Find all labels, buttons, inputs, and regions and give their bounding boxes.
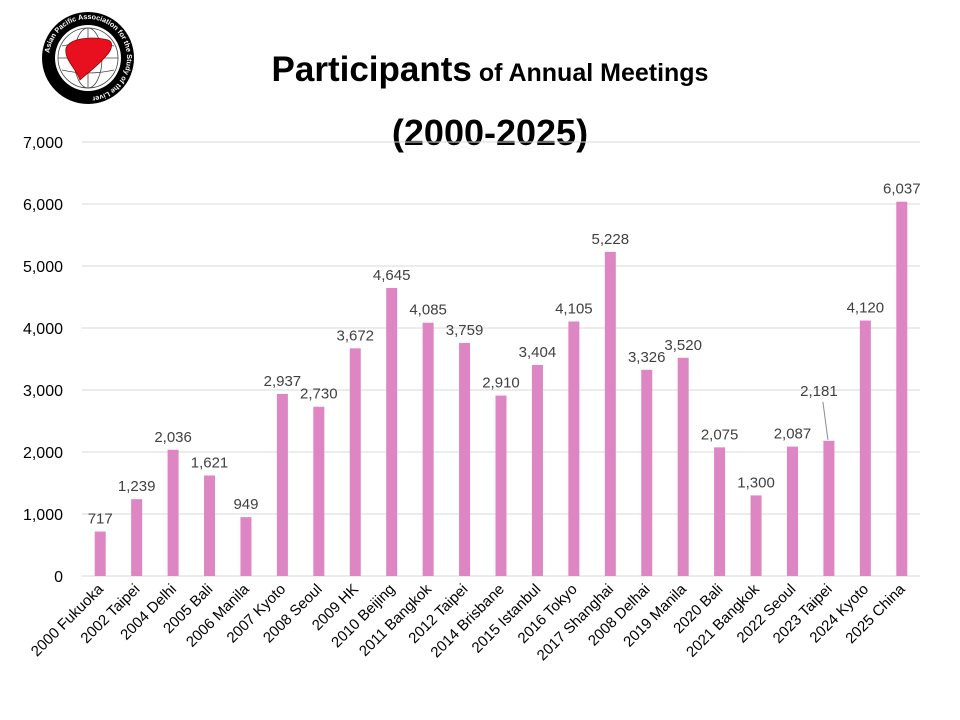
bar: [714, 447, 726, 576]
data-label-leader-line: [822, 401, 829, 440]
data-label: 4,120: [847, 300, 885, 317]
y-tick-label: 4,000: [23, 321, 63, 338]
bar: [823, 440, 835, 576]
y-tick-label: 3,000: [23, 383, 63, 400]
data-label: 2,181: [800, 383, 838, 400]
bar: [204, 475, 216, 576]
data-label: 4,105: [555, 300, 593, 317]
data-label: 1,239: [118, 478, 156, 495]
data-label: 2,937: [264, 373, 302, 390]
data-label: 949: [233, 496, 258, 513]
bar: [386, 288, 398, 576]
data-label: 1,300: [737, 474, 775, 491]
data-label: 4,085: [409, 302, 447, 319]
data-label: 2,036: [154, 429, 192, 446]
bar: [604, 251, 616, 576]
bar: [422, 322, 434, 576]
data-label: 2,910: [482, 375, 520, 392]
bar: [459, 342, 471, 576]
bar: [896, 201, 908, 576]
data-label: 4,645: [373, 267, 411, 284]
y-tick-label: 0: [54, 569, 63, 586]
bar: [94, 531, 106, 576]
y-tick-label: 7,000: [23, 135, 63, 152]
data-label: 3,672: [336, 327, 374, 344]
bar: [531, 364, 543, 576]
bar: [349, 348, 361, 576]
data-label: 3,404: [519, 344, 557, 361]
data-label: 6,037: [883, 181, 921, 198]
bar: [167, 449, 179, 576]
data-label: 3,326: [628, 349, 666, 366]
chart-title: Participants of Annual Meetings: [180, 52, 800, 87]
bar: [131, 499, 143, 576]
data-label: 2,087: [774, 426, 812, 443]
bar: [276, 393, 288, 576]
bar: [786, 446, 798, 576]
bar: [641, 369, 653, 576]
chart-title-rest: of Annual Meetings: [471, 59, 709, 87]
data-label: 2,075: [701, 426, 739, 443]
bar: [313, 406, 325, 576]
apasl-logo: Asian Pacific Association for the Study …: [40, 10, 136, 111]
chart-subtitle: (2000-2025): [391, 112, 589, 153]
bar: [859, 320, 871, 576]
data-label: 3,520: [664, 337, 702, 354]
y-tick-label: 1,000: [23, 507, 63, 524]
data-label: 717: [88, 511, 113, 528]
y-tick-label: 2,000: [23, 445, 63, 462]
bar: [750, 495, 762, 576]
bar: [495, 395, 507, 576]
y-tick-label: 5,000: [23, 259, 63, 276]
data-label: 3,759: [446, 322, 484, 339]
bar: [677, 357, 689, 576]
y-tick-label: 6,000: [23, 197, 63, 214]
data-label: 1,621: [191, 454, 229, 471]
bar: [240, 517, 252, 576]
data-label: 2,730: [300, 386, 338, 403]
liver-globe-icon: Asian Pacific Association for the Study …: [42, 12, 134, 104]
bar: [568, 321, 580, 576]
chart-title-main: Participants: [271, 50, 472, 89]
data-label: 5,228: [592, 231, 630, 248]
